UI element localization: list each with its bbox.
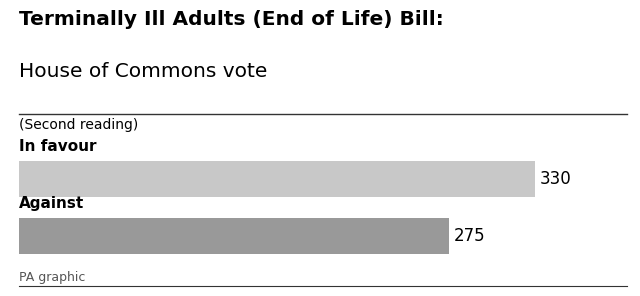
Text: 330: 330 <box>540 170 572 188</box>
Bar <box>19 218 449 254</box>
Text: 275: 275 <box>454 227 486 245</box>
Text: Terminally Ill Adults (End of Life) Bill:: Terminally Ill Adults (End of Life) Bill… <box>19 10 444 29</box>
Bar <box>19 161 536 197</box>
Text: House of Commons vote: House of Commons vote <box>19 62 268 81</box>
Text: In favour: In favour <box>19 139 97 154</box>
Text: PA graphic: PA graphic <box>19 271 86 284</box>
Text: Against: Against <box>19 196 84 211</box>
Text: (Second reading): (Second reading) <box>19 118 138 132</box>
